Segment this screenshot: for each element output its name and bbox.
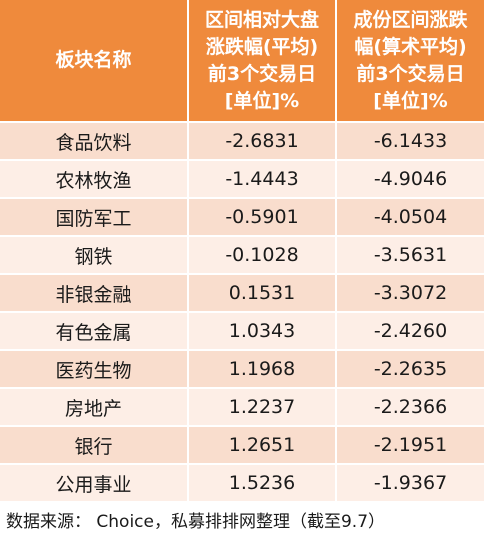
table-row: 银行 1.2651 -2.1951	[0, 426, 484, 465]
sector-name-cell: 公用事业	[0, 464, 189, 503]
sector-name-cell: 医药生物	[0, 350, 189, 389]
constituent-change-cell: -2.2366	[336, 388, 484, 427]
table-row: 食品饮料 -2.6831 -6.1433	[0, 122, 484, 161]
table-row: 有色金属 1.0343 -2.4260	[0, 312, 484, 351]
table-row: 非银金融 0.1531 -3.3072	[0, 274, 484, 313]
table-header: 板块名称 区间相对大盘 涨跌幅(平均) 前3个交易日 [单位]% 成份区间涨跌 …	[0, 0, 484, 123]
header-relative-change-line-3: 前3个交易日	[207, 62, 317, 85]
header-relative-change-line-2: 涨跌幅(平均)	[205, 35, 319, 58]
constituent-change-cell: -6.1433	[336, 122, 484, 161]
constituent-change-cell: -1.9367	[336, 464, 484, 503]
relative-change-cell: -2.6831	[188, 122, 337, 161]
table-row: 农林牧渔 -1.4443 -4.9046	[0, 160, 484, 199]
header-relative-change-line-1: 区间相对大盘	[204, 8, 319, 31]
table-body: 食品饮料 -2.6831 -6.1433 农林牧渔 -1.4443 -4.904…	[0, 122, 484, 503]
sector-name-cell: 国防军工	[0, 198, 189, 237]
table-row: 医药生物 1.1968 -2.2635	[0, 350, 484, 389]
sector-table-container: 板块名称 区间相对大盘 涨跌幅(平均) 前3个交易日 [单位]% 成份区间涨跌 …	[0, 0, 484, 503]
header-row: 板块名称 区间相对大盘 涨跌幅(平均) 前3个交易日 [单位]% 成份区间涨跌 …	[0, 0, 484, 123]
relative-change-cell: -0.1028	[188, 236, 337, 275]
source-footnote: 数据来源： Choice，私募排排网整理（截至9.7）	[0, 506, 484, 538]
sector-name-cell: 农林牧渔	[0, 160, 189, 199]
header-constituent-change: 成份区间涨跌 幅(算术平均) 前3个交易日 [单位]%	[336, 0, 484, 123]
header-sector-name: 板块名称	[0, 0, 189, 123]
relative-change-cell: 0.1531	[188, 274, 337, 313]
relative-change-cell: 1.0343	[188, 312, 337, 351]
header-constituent-change-line-3: 前3个交易日	[356, 62, 465, 85]
header-constituent-change-line-1: 成份区间涨跌	[353, 8, 468, 31]
sector-name-cell: 食品饮料	[0, 122, 189, 161]
header-constituent-change-line-4: [单位]%	[373, 89, 448, 112]
table-row: 国防军工 -0.5901 -4.0504	[0, 198, 484, 237]
table-row: 钢铁 -0.1028 -3.5631	[0, 236, 484, 275]
header-constituent-change-line-2: 幅(算术平均)	[354, 35, 467, 58]
relative-change-cell: -1.4443	[188, 160, 337, 199]
constituent-change-cell: -2.1951	[336, 426, 484, 465]
sector-name-cell: 非银金融	[0, 274, 189, 313]
relative-change-cell: -0.5901	[188, 198, 337, 237]
relative-change-cell: 1.2237	[188, 388, 337, 427]
relative-change-cell: 1.5236	[188, 464, 337, 503]
header-sector-name-line: 板块名称	[55, 49, 132, 71]
constituent-change-cell: -2.4260	[336, 312, 484, 351]
constituent-change-cell: -4.0504	[336, 198, 484, 237]
constituent-change-cell: -3.3072	[336, 274, 484, 313]
sector-name-cell: 房地产	[0, 388, 189, 427]
header-relative-change: 区间相对大盘 涨跌幅(平均) 前3个交易日 [单位]%	[188, 0, 337, 123]
constituent-change-cell: -2.2635	[336, 350, 484, 389]
relative-change-cell: 1.1968	[188, 350, 337, 389]
relative-change-cell: 1.2651	[188, 426, 337, 465]
table-row: 房地产 1.2237 -2.2366	[0, 388, 484, 427]
sector-name-cell: 银行	[0, 426, 189, 465]
table-row: 公用事业 1.5236 -1.9367	[0, 464, 484, 503]
header-relative-change-line-4: [单位]%	[224, 89, 300, 112]
constituent-change-cell: -4.9046	[336, 160, 484, 199]
sector-name-cell: 有色金属	[0, 312, 189, 351]
constituent-change-cell: -3.5631	[336, 236, 484, 275]
sector-performance-table: 板块名称 区间相对大盘 涨跌幅(平均) 前3个交易日 [单位]% 成份区间涨跌 …	[0, 0, 484, 503]
sector-name-cell: 钢铁	[0, 236, 189, 275]
